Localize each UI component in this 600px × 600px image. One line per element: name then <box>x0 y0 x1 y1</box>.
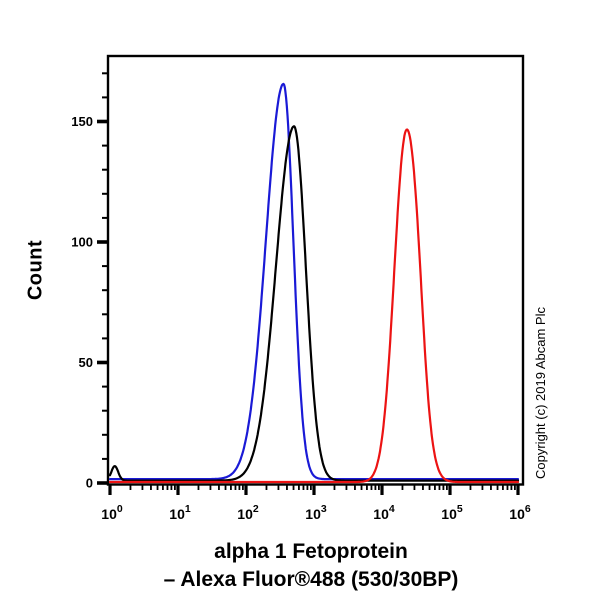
copyright-notice: Copyright (c) 2019 Abcam Plc <box>533 307 548 479</box>
blue-curve <box>108 82 520 481</box>
red-curve <box>108 128 520 484</box>
chart-title-line2: – Alexa Fluor®488 (530/30BP) <box>163 568 459 591</box>
x-tick-label: 106 <box>509 503 531 522</box>
y-tick-label: 50 <box>79 355 93 370</box>
y-tick-label: 0 <box>86 476 93 491</box>
x-tick-label: 101 <box>169 503 191 522</box>
x-tick-label: 104 <box>373 503 395 522</box>
x-tick-label: 105 <box>441 503 463 522</box>
chart-title: alpha 1 Fetoprotein – Alexa Fluor®488 (5… <box>164 538 459 594</box>
black-curve <box>108 125 520 482</box>
x-tick-label: 100 <box>101 503 123 522</box>
x-tick-label: 102 <box>237 503 259 522</box>
y-tick-label: 150 <box>71 114 93 129</box>
chart-title-line1: alpha 1 Fetoprotein <box>214 540 408 563</box>
x-tick-label: 103 <box>305 503 327 522</box>
y-axis-label: Count <box>24 239 47 301</box>
y-tick-label: 100 <box>71 235 93 250</box>
